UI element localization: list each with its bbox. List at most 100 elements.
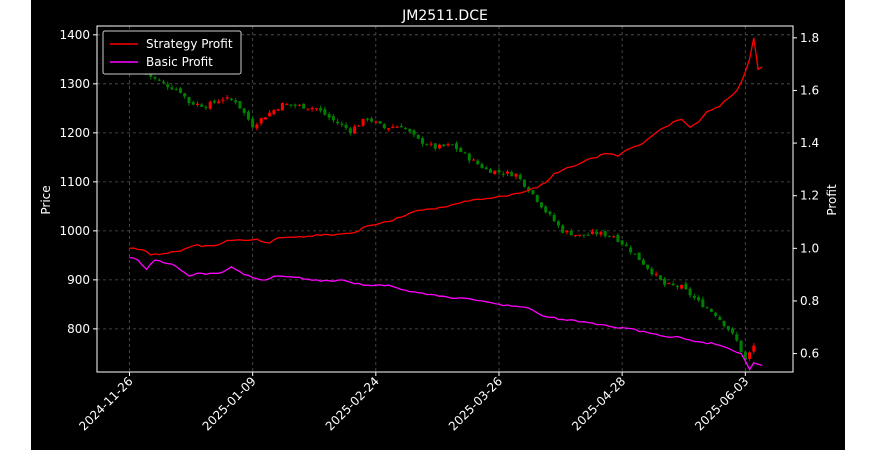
candle-body xyxy=(276,109,280,111)
candle-body xyxy=(552,214,556,222)
candle-body xyxy=(331,116,335,121)
candle-body xyxy=(357,125,361,127)
candle-body xyxy=(582,234,586,236)
y-tick-label-right: 1.6 xyxy=(800,83,819,97)
candle-body xyxy=(510,172,514,177)
candle-body xyxy=(183,93,187,97)
candle-body xyxy=(293,104,297,106)
candle-body xyxy=(353,126,357,134)
candle-body xyxy=(548,211,552,215)
candle-body xyxy=(421,138,425,144)
candle-body xyxy=(455,143,459,149)
candle-body xyxy=(463,152,467,154)
basic-profit-line xyxy=(129,256,763,371)
candle-body xyxy=(323,109,327,115)
strategy-profit-line xyxy=(129,37,763,256)
candle-body xyxy=(280,102,284,111)
candle-body xyxy=(675,285,679,288)
candle-body xyxy=(178,88,182,93)
candle-body xyxy=(242,108,246,113)
candle-body xyxy=(544,206,548,213)
candle-body xyxy=(412,130,416,135)
candle-body xyxy=(561,225,565,233)
candle-body xyxy=(735,334,739,341)
candle-body xyxy=(705,307,709,309)
candle-body xyxy=(416,134,420,139)
candle-body xyxy=(225,97,229,99)
candle-body xyxy=(204,107,208,109)
candle-body xyxy=(251,118,255,128)
candle-body xyxy=(310,108,314,110)
candle-body xyxy=(680,285,684,289)
legend-label-basic: Basic Profit xyxy=(146,55,213,69)
candle-body xyxy=(476,160,480,165)
figure-background xyxy=(31,0,845,450)
candle-body xyxy=(391,126,395,128)
candle-body xyxy=(374,121,378,123)
y-tick-label-left: 1100 xyxy=(59,175,90,189)
candle-body xyxy=(488,169,492,173)
candle-body xyxy=(195,103,199,105)
candle-body xyxy=(319,108,323,111)
candle-body xyxy=(340,123,344,125)
candle-body xyxy=(272,110,276,115)
y-tick-label-left: 900 xyxy=(67,273,90,287)
candle-body xyxy=(569,230,573,236)
candle-body xyxy=(480,164,484,169)
candle-body xyxy=(450,144,454,146)
y-tick-label-right: 0.8 xyxy=(800,294,819,308)
candle-body xyxy=(518,174,522,179)
candle-body xyxy=(174,89,178,91)
candle-body xyxy=(748,352,752,359)
candle-body xyxy=(344,124,348,128)
candle-body xyxy=(654,273,658,275)
candle-body xyxy=(200,104,204,107)
candle-body xyxy=(684,283,688,290)
y-tick-label-right: 1.8 xyxy=(800,31,819,45)
candle-body xyxy=(616,234,620,242)
candle-body xyxy=(497,170,501,173)
grid-layer xyxy=(97,26,793,372)
legend-box xyxy=(102,30,242,75)
candle-body xyxy=(493,170,497,175)
candle-body xyxy=(361,118,365,126)
candle-body xyxy=(531,190,535,194)
candle-body xyxy=(217,101,221,104)
candle-body xyxy=(633,253,637,255)
candle-body xyxy=(187,97,191,104)
candle-body xyxy=(429,143,433,145)
candle-layer xyxy=(144,73,756,363)
candle-body xyxy=(208,101,212,109)
candle-body xyxy=(302,103,306,109)
y-tick-label-right: 1.0 xyxy=(800,241,819,255)
candle-body xyxy=(658,275,662,280)
y-tick-label-left: 800 xyxy=(67,322,90,336)
candle-body xyxy=(157,79,161,81)
candle-body xyxy=(399,125,403,128)
candle-body xyxy=(289,104,293,106)
candle-body xyxy=(641,259,645,265)
candle-body xyxy=(590,231,594,235)
candle-body xyxy=(535,195,539,202)
candle-body xyxy=(297,104,301,106)
candle-body xyxy=(701,299,705,308)
y-tick-label-left: 1400 xyxy=(59,28,90,42)
candle-body xyxy=(433,143,437,149)
candle-body xyxy=(731,328,735,334)
candle-body xyxy=(425,144,429,146)
candle-body xyxy=(722,320,726,327)
candle-body xyxy=(212,100,216,103)
candle-body xyxy=(726,326,730,330)
candle-body xyxy=(221,99,225,101)
candle-body xyxy=(599,232,603,235)
candle-body xyxy=(467,153,471,161)
candle-body xyxy=(692,295,696,298)
candle-body xyxy=(603,231,607,237)
candle-body xyxy=(586,234,590,236)
candle-body xyxy=(238,101,242,109)
candle-body xyxy=(624,244,628,247)
candle-body xyxy=(336,121,340,124)
candle-body xyxy=(387,128,391,130)
candle-body xyxy=(739,340,743,353)
